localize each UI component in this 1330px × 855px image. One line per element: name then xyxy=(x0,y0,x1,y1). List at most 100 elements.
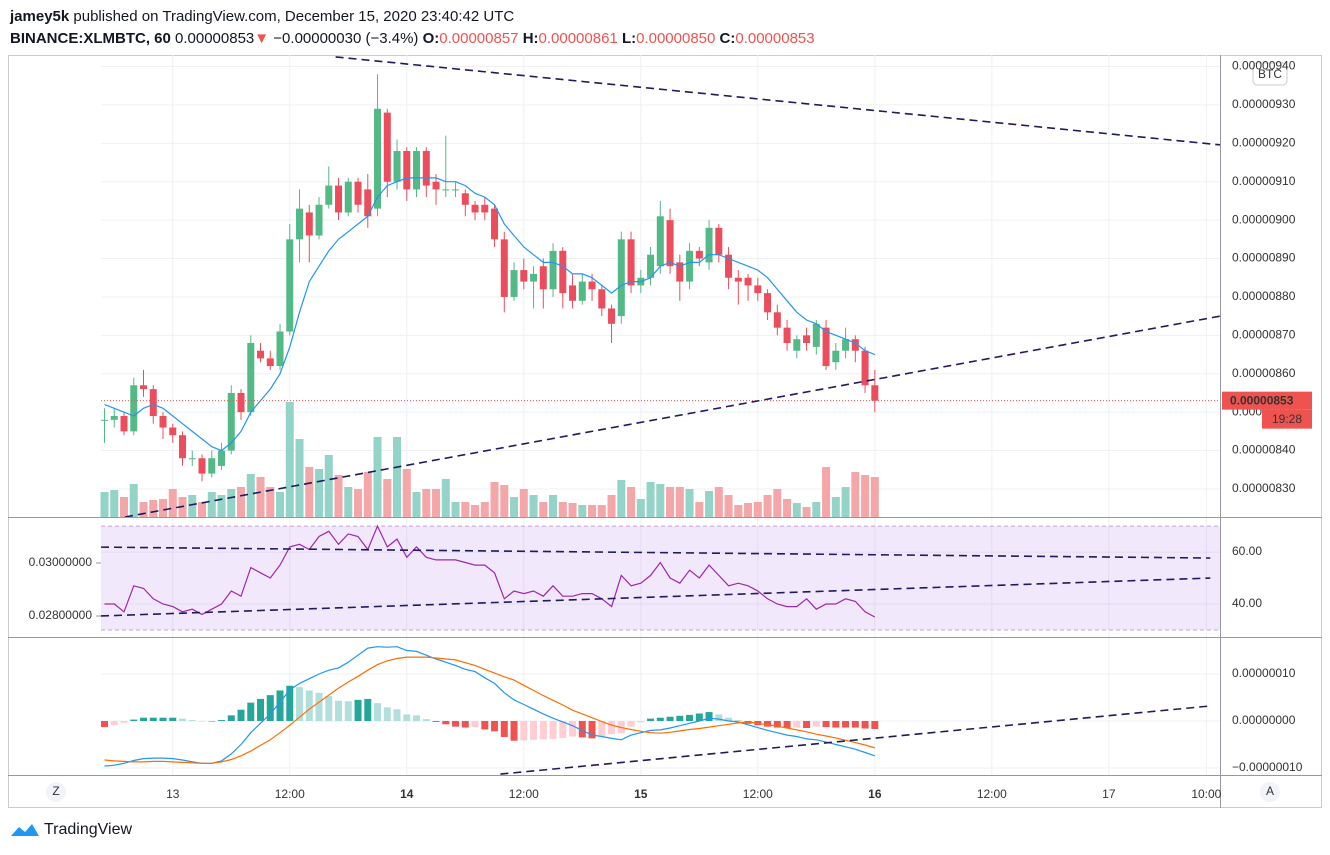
macd-hist-bar xyxy=(266,695,274,721)
macd-hist-bar xyxy=(812,720,820,727)
price-tag-label: 0.00000853 xyxy=(1230,393,1294,407)
y-tick-label: 0.00000870 xyxy=(1232,328,1296,342)
volume-bar xyxy=(227,489,236,517)
plot xyxy=(100,55,1220,775)
volume-bar xyxy=(344,487,353,517)
volume-bar xyxy=(675,487,684,517)
volume-bar xyxy=(636,499,645,517)
y-tick-label: 0.00000900 xyxy=(1232,212,1296,226)
candle-body xyxy=(851,339,859,351)
z-button[interactable] xyxy=(46,782,66,802)
macd-hist-bar xyxy=(120,720,128,723)
candle-body xyxy=(676,262,684,282)
volume-bar xyxy=(188,495,197,517)
a-label: A xyxy=(1266,784,1274,798)
volume-bar xyxy=(324,455,333,517)
volume-bar xyxy=(461,502,470,517)
currency-badge[interactable] xyxy=(1252,62,1288,86)
macd-hist-bar xyxy=(871,720,879,729)
macd-hist-bar xyxy=(656,717,664,721)
volume-bar xyxy=(334,475,343,517)
volume-bar xyxy=(646,482,655,517)
candle-body xyxy=(686,250,694,282)
volume-bar xyxy=(802,507,811,517)
macd-hist-bar xyxy=(793,720,801,728)
ohlc-line: BINANCE:XLMBTC, 60 0.00000853▼ −0.000000… xyxy=(10,28,815,50)
candle-body xyxy=(413,151,421,190)
volume-bar xyxy=(217,495,226,517)
macd-hist-bar xyxy=(676,715,684,721)
candle-body xyxy=(617,239,625,317)
volume-bar xyxy=(734,505,743,517)
volume-bar xyxy=(451,502,460,517)
volume-bar xyxy=(812,502,821,517)
symbol: BINANCE:XLMBTC, 60 xyxy=(10,30,171,47)
volume-bar xyxy=(529,495,538,517)
candle-body xyxy=(549,250,557,290)
candle-body xyxy=(364,189,372,217)
x-tick-label: 12:00 xyxy=(275,787,305,801)
macd-hist-bar xyxy=(832,720,840,728)
volume-bar xyxy=(237,487,246,517)
candle-body xyxy=(530,273,538,282)
h: 0.00000861 xyxy=(538,30,618,47)
macd-hist-bar xyxy=(422,719,430,721)
macd-hist-bar xyxy=(530,720,538,740)
last: 0.00000853 xyxy=(175,30,255,47)
macd-hist-bar xyxy=(325,696,333,721)
candle-body xyxy=(374,108,382,209)
macd-hist-bar xyxy=(734,720,742,721)
volume-bar xyxy=(129,484,138,517)
candle-body xyxy=(149,389,157,416)
macd-hist-bar xyxy=(842,720,850,728)
macd-hist-bar xyxy=(169,717,177,721)
candle-body xyxy=(159,415,167,428)
trend-line xyxy=(101,577,1211,617)
macd-hist-bar xyxy=(569,720,577,737)
volume-bar xyxy=(822,467,831,517)
volume-bar xyxy=(149,500,158,517)
macd-hist-bar xyxy=(637,720,645,723)
candle-body xyxy=(315,204,323,236)
candle-body xyxy=(871,385,879,401)
macd-hist-bar xyxy=(686,714,694,721)
candle-body xyxy=(491,208,499,240)
volume-bar xyxy=(315,469,324,517)
candle-body xyxy=(403,151,411,190)
candle-body xyxy=(695,250,703,259)
macd-hist-bar xyxy=(539,720,547,740)
candle-body xyxy=(773,312,781,328)
volume-bar xyxy=(607,495,616,517)
y-tick-label: 60.00 xyxy=(1232,544,1262,558)
candle-body xyxy=(335,185,343,213)
volume-bar xyxy=(422,489,431,517)
countdown-label: 19:28 xyxy=(1272,412,1302,426)
published: published on TradingView.com, December 1… xyxy=(73,8,515,25)
candle-body xyxy=(237,392,245,413)
left-tick-label: 0.02800000 xyxy=(29,608,93,622)
macd-hist-bar xyxy=(725,717,733,721)
x-tick-label: 16 xyxy=(868,787,882,801)
logo xyxy=(11,824,39,836)
candle-body xyxy=(832,350,840,363)
footer: TradingView xyxy=(10,820,132,840)
currency: BTC xyxy=(1258,67,1282,81)
candle-body xyxy=(130,385,138,432)
o-label: O: xyxy=(422,30,440,47)
macd-hist-bar xyxy=(393,709,401,721)
volume-bar xyxy=(753,502,762,517)
volume-bar xyxy=(276,492,285,517)
candle-body xyxy=(705,227,713,263)
candle-body xyxy=(520,270,528,282)
y-tick-label: 0.00000830 xyxy=(1232,481,1296,495)
macd-hist-bar xyxy=(608,720,616,735)
volume-bar xyxy=(714,487,723,517)
macd-hist-bar xyxy=(101,720,109,728)
a-button[interactable] xyxy=(1260,782,1280,802)
macd-hist-bar xyxy=(188,720,196,721)
macd-hist-bar xyxy=(647,718,655,721)
candle-body xyxy=(744,277,752,286)
candle-body xyxy=(822,327,830,367)
volume-bar xyxy=(110,490,119,517)
